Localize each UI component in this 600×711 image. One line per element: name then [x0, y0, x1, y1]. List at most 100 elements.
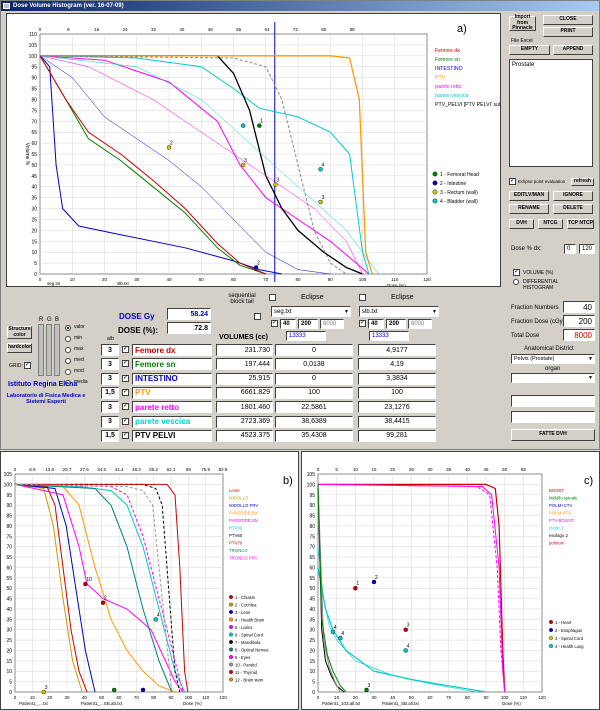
spin-1-a[interactable]: 40	[280, 319, 296, 329]
y-tick-label: 80	[309, 524, 315, 530]
spin-2-c[interactable]: 8000	[408, 319, 432, 329]
eval-point-label: 2	[375, 575, 378, 581]
x-axis-label: Dose (%)	[183, 701, 202, 706]
dose-gy-input[interactable]: 58.24	[167, 308, 211, 320]
spin-2-b[interactable]: 200	[386, 319, 406, 329]
ignore-button[interactable]: IGNORE	[553, 191, 593, 201]
blank-field-2[interactable]	[511, 411, 595, 423]
differential-radio[interactable]	[513, 279, 519, 285]
ab-field[interactable]: 1,5	[101, 386, 119, 399]
fraction-dose-label: Fraction Dose (cGy)	[511, 319, 565, 325]
hardcolor-button[interactable]: hardcolor	[7, 343, 32, 353]
legend-marker	[229, 617, 233, 622]
dose-pct-input[interactable]: 72.8	[167, 322, 211, 334]
fatte-dvh-button[interactable]: FATTE DVH	[511, 429, 595, 441]
dvh-button[interactable]: DVH	[509, 219, 534, 229]
stat-radio-valor[interactable]	[65, 325, 71, 331]
organ-value-2-text: 99,281	[386, 432, 408, 440]
spin-1-checkbox[interactable]: ✓	[271, 320, 278, 327]
rgb-slider-r[interactable]	[38, 324, 44, 376]
ab-field[interactable]: 3	[101, 372, 119, 385]
ntcg-button[interactable]: NTCG	[538, 219, 563, 229]
print-button[interactable]: PRINT	[543, 27, 593, 37]
organ-volume-text: 197.444	[244, 360, 270, 368]
organ-checkbox[interactable]: ✓	[122, 431, 129, 439]
organ-name: Femore dx	[132, 344, 212, 356]
total-dose-label: Total Dose	[511, 333, 540, 339]
rgb-slider-g[interactable]	[46, 324, 52, 376]
dose-dx-max-input[interactable]: 120	[579, 244, 595, 254]
stat-radio-media[interactable]	[65, 380, 71, 386]
spin-1-b-value: 200	[301, 321, 312, 327]
structure-list-item[interactable]: Prostate	[512, 62, 535, 68]
eval-point-marker	[100, 600, 106, 605]
spin-1-c[interactable]: 8000	[320, 319, 344, 329]
file-select-2[interactable]: slb.txt ▼	[359, 306, 439, 317]
x-top-tick-label: 48	[208, 27, 214, 32]
ab-field[interactable]: 3	[101, 344, 119, 356]
structure-list[interactable]: Prostate	[509, 59, 593, 167]
ab-field[interactable]: 3	[101, 415, 119, 428]
file-select-1[interactable]: seg.txt ▼	[271, 306, 351, 317]
ab-field[interactable]: 3	[101, 358, 119, 371]
blank-field-1[interactable]	[511, 395, 595, 407]
cc-value-2: 13333	[369, 331, 409, 341]
rename-button[interactable]: RENAME	[509, 204, 549, 214]
fraction-dose-input[interactable]: 200	[563, 315, 595, 327]
legend-marker	[432, 180, 438, 186]
tcp-ntcp-button[interactable]: TCP NTCP	[567, 219, 594, 229]
grid-checkbox[interactable]: ✓	[24, 362, 31, 369]
organ-checkbox[interactable]: ✓	[122, 346, 129, 353]
eval-point-marker	[371, 579, 377, 585]
stat-radio-mod[interactable]	[65, 369, 71, 375]
organ-checkbox[interactable]: ✓	[122, 388, 129, 396]
legend-entry: POLM+CTV	[549, 503, 572, 508]
eclipse-checkbox-1[interactable]	[269, 294, 276, 301]
structure-color-button[interactable]: Structure color	[7, 326, 32, 339]
y-tick-label: 40	[31, 185, 37, 191]
organ-checkbox[interactable]: ✓	[122, 403, 129, 411]
x-top-tick-label: 0	[39, 27, 42, 32]
empty-button[interactable]: EMPTY	[509, 45, 550, 55]
refresh-button[interactable]: refresh	[571, 178, 594, 186]
volume-checkbox[interactable]: ✓	[513, 269, 520, 276]
anatomical-label: Anatomical District	[524, 346, 574, 352]
spin-1-b[interactable]: 200	[298, 319, 318, 329]
stat-radio-med[interactable]	[65, 358, 71, 364]
organ-checkbox[interactable]: ✓	[122, 374, 129, 382]
editlv-button[interactable]: EDITLV/MAN	[509, 191, 549, 201]
organ-checkbox[interactable]: ✓	[122, 360, 129, 368]
eclipse-checkbox-2[interactable]	[359, 294, 366, 301]
legend-point-label: 9 - Eyes	[235, 655, 250, 660]
ab-field[interactable]: 1,5	[101, 429, 119, 442]
x-tick-label: 50	[409, 695, 415, 700]
delete-button[interactable]: DELETE	[553, 204, 593, 214]
x-top-tick-label: 25	[409, 467, 415, 472]
x-top-tick-label: 75.9	[201, 467, 210, 472]
spin-2-checkbox[interactable]: ✓	[359, 320, 366, 327]
organ-name-text: PTV PELVI	[135, 431, 176, 441]
fraction-numbers-input[interactable]: 40	[563, 301, 595, 313]
dose-dx-input[interactable]: 0	[564, 244, 576, 254]
x-top-tick-label: 55.2	[149, 467, 158, 472]
y-tick-label: 45	[309, 597, 315, 603]
sequential-checkbox[interactable]	[254, 313, 261, 320]
organ-checkbox[interactable]: ✓	[122, 417, 129, 425]
stat-radio-max[interactable]	[65, 347, 71, 353]
y-tick-label: 20	[31, 228, 37, 234]
import-pinnacle-button[interactable]: Import from Pinnacle	[509, 15, 536, 31]
append-button[interactable]: APPEND	[553, 45, 593, 55]
close-button[interactable]: CLOSE	[543, 15, 593, 25]
eclipse-point-checkbox[interactable]: ✓	[509, 178, 516, 185]
anatomical-select[interactable]: Pelvis (Prostate) ▼	[511, 354, 595, 364]
x-top-tick-label: 48.3	[132, 467, 141, 472]
x-top-tick-label: 69	[186, 467, 192, 472]
legend-point-label: 2 - Intestine	[440, 181, 466, 187]
y-tick-label: 75	[6, 534, 12, 540]
stat-radio-min[interactable]	[65, 336, 71, 342]
legend-marker	[229, 662, 233, 667]
organ-select[interactable]: ▼	[511, 373, 595, 383]
rgb-slider-b[interactable]	[54, 324, 60, 376]
spin-2-a[interactable]: 40	[368, 319, 384, 329]
ab-field[interactable]: 3	[101, 401, 119, 414]
